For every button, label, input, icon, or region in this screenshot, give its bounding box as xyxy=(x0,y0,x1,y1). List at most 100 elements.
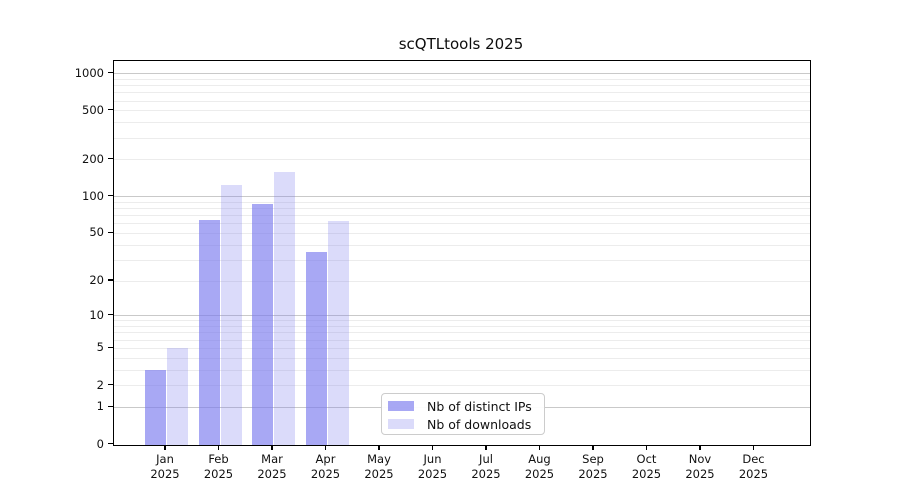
gridline-minor xyxy=(114,85,810,87)
legend-swatch xyxy=(388,419,414,429)
legend-row: Nb of downloads xyxy=(388,415,536,433)
x-tick-mark xyxy=(378,445,380,450)
x-tick-mark xyxy=(324,445,327,450)
plot-area xyxy=(113,60,811,446)
x-tick-year: 2025 xyxy=(471,467,501,481)
y-tick-label: 1000 xyxy=(74,65,104,80)
x-tick-mark xyxy=(217,445,220,450)
x-tick-label: May 2025 xyxy=(351,452,407,482)
y-tick-mark xyxy=(107,442,113,445)
x-tick-mark xyxy=(699,445,701,450)
x-tick-mark xyxy=(645,445,648,450)
bar-distinct-ips-feb xyxy=(198,219,220,445)
gridline-minor xyxy=(114,208,810,210)
y-tick-mark xyxy=(107,231,113,234)
legend-swatch xyxy=(388,401,414,411)
gridline-minor xyxy=(114,137,810,139)
gridline-minor xyxy=(114,369,810,371)
y-tick-mark xyxy=(107,279,113,281)
x-tick-label: Apr 2025 xyxy=(298,452,354,482)
gridline-minor xyxy=(114,78,810,80)
x-tick-year: 2025 xyxy=(685,467,715,481)
gridline-minor xyxy=(114,244,810,246)
y-tick-label: 2 xyxy=(96,377,104,392)
gridline-major xyxy=(114,73,810,75)
x-tick-label: Jul 2025 xyxy=(458,452,514,482)
x-tick-label: Nov 2025 xyxy=(672,452,728,482)
x-tick-month: Dec xyxy=(742,452,765,466)
y-tick-label: 0 xyxy=(96,436,104,451)
x-tick-year: 2025 xyxy=(417,467,448,481)
y-tick-mark xyxy=(107,195,113,197)
x-tick-year: 2025 xyxy=(203,467,234,481)
bar-downloads-apr xyxy=(327,221,349,445)
x-tick-mark xyxy=(164,445,166,450)
x-tick-mark xyxy=(752,445,755,450)
x-tick-year: 2025 xyxy=(524,467,555,481)
x-tick-month: Sep xyxy=(582,452,604,466)
y-tick-label: 20 xyxy=(89,273,104,288)
gridline-minor xyxy=(114,357,810,359)
gridline-minor xyxy=(114,92,810,94)
gridline-minor xyxy=(114,280,810,282)
x-tick-mark xyxy=(538,445,541,450)
x-tick-label: Jan 2025 xyxy=(137,452,193,482)
y-tick-mark xyxy=(107,346,113,348)
bar-distinct-ips-jan xyxy=(145,370,166,445)
gridline-minor xyxy=(114,223,810,225)
x-tick-year: 2025 xyxy=(257,467,287,481)
x-tick-label: Dec 2025 xyxy=(726,452,782,482)
legend-label: Nb of distinct IPs xyxy=(427,398,532,414)
gridline-minor xyxy=(114,122,810,124)
gridline-minor xyxy=(114,110,810,112)
gridline-major xyxy=(114,315,810,317)
gridline-minor xyxy=(114,215,810,217)
x-tick-month: Aug xyxy=(528,452,551,466)
bar-distinct-ips-mar xyxy=(252,204,273,445)
y-tick-label: 500 xyxy=(82,102,104,117)
x-tick-mark xyxy=(431,445,434,450)
gridline-minor xyxy=(114,332,810,334)
y-tick-mark xyxy=(107,158,113,160)
y-tick-mark xyxy=(107,405,113,407)
gridline-major xyxy=(114,196,810,198)
chart-title: scQTLtools 2025 xyxy=(398,35,524,53)
x-tick-month: Feb xyxy=(208,452,229,466)
x-tick-year: 2025 xyxy=(310,467,341,481)
x-tick-label: Oct 2025 xyxy=(619,452,675,482)
y-tick-label: 100 xyxy=(82,188,104,203)
bar-downloads-mar xyxy=(274,171,295,445)
x-tick-year: 2025 xyxy=(364,467,394,481)
x-tick-year: 2025 xyxy=(150,467,180,481)
y-tick-mark xyxy=(107,383,113,386)
x-tick-month: Oct xyxy=(636,452,657,466)
x-tick-month: Apr xyxy=(315,452,336,466)
y-tick-label: 50 xyxy=(89,225,104,240)
gridline-minor xyxy=(114,100,810,102)
x-tick-mark xyxy=(485,445,487,450)
gridline-minor xyxy=(114,326,810,328)
gridline-minor xyxy=(114,339,810,341)
gridline-minor xyxy=(114,201,810,203)
gridline-minor xyxy=(114,385,810,387)
bar-distinct-ips-apr xyxy=(305,252,327,445)
y-tick-mark xyxy=(107,314,113,316)
gridline-minor xyxy=(114,320,810,322)
y-tick-label: 5 xyxy=(96,340,104,355)
y-tick-mark xyxy=(107,109,113,111)
x-tick-year: 2025 xyxy=(578,467,608,481)
gridline-minor xyxy=(114,159,810,161)
legend: Nb of distinct IPs Nb of downloads xyxy=(381,393,545,435)
gridline-minor xyxy=(114,259,810,261)
legend-label: Nb of downloads xyxy=(427,416,532,432)
x-tick-label: Jun 2025 xyxy=(405,452,461,482)
x-tick-label: Sep 2025 xyxy=(565,452,621,482)
legend-row: Nb of distinct IPs xyxy=(388,397,536,415)
bar-downloads-feb xyxy=(220,184,242,445)
x-tick-month: Jul xyxy=(479,452,493,466)
bar-downloads-jan xyxy=(167,348,188,445)
gridline-minor xyxy=(114,232,810,234)
x-tick-month: Jun xyxy=(423,452,442,466)
y-tick-label: 200 xyxy=(82,151,104,166)
